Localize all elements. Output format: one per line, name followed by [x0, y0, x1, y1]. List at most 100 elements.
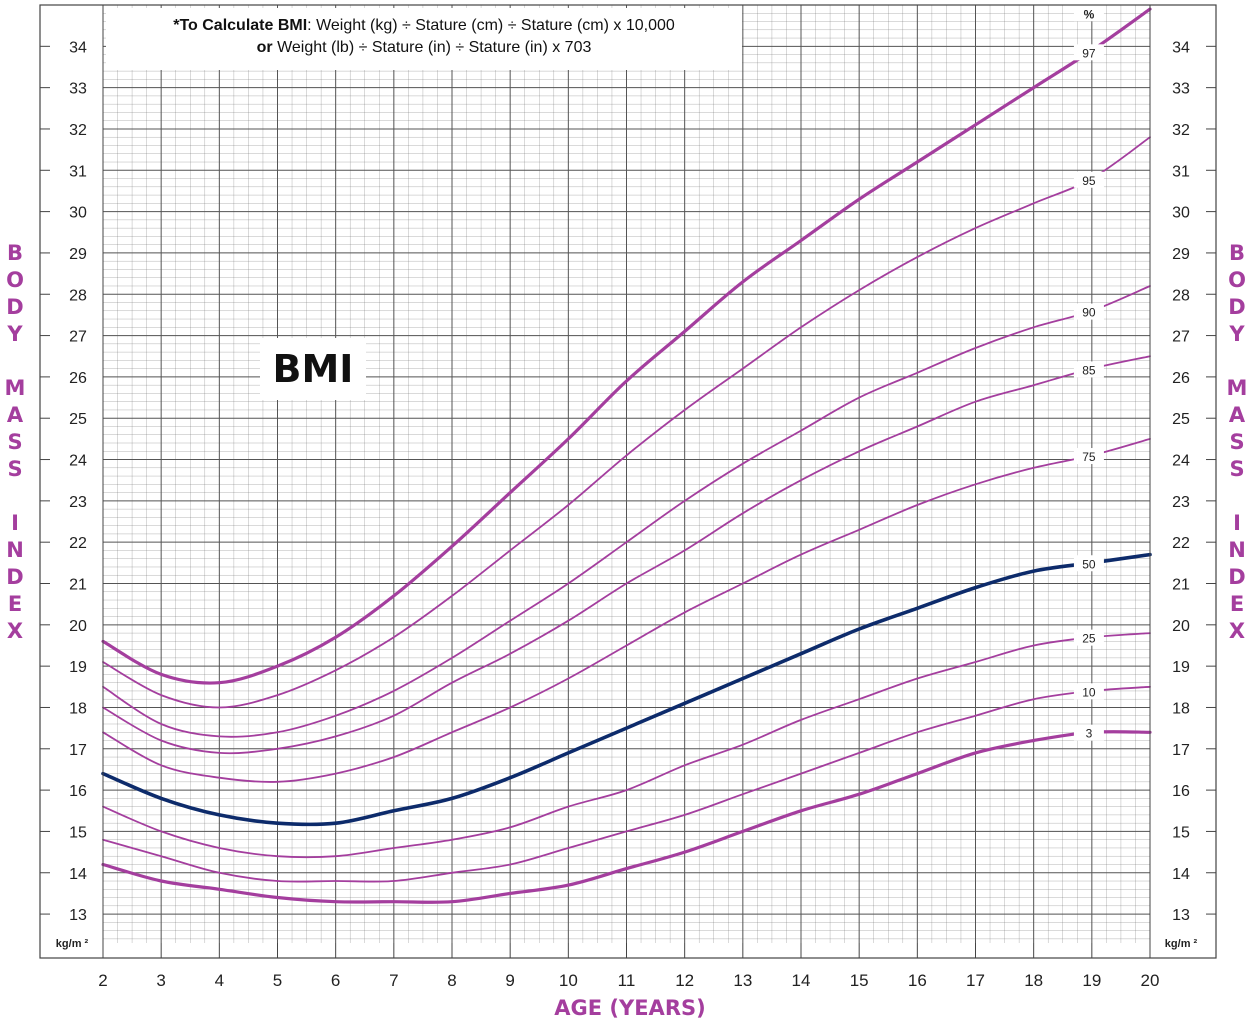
- x-tick-label: 5: [273, 971, 282, 990]
- percentile-curve-3: [101, 730, 1152, 904]
- y-tick-label-right: 33: [1172, 81, 1190, 98]
- percentile-curve-97: [101, 7, 1152, 685]
- formula-line-1-text: : Weight (kg) ÷ Stature (cm) ÷ Stature (…: [307, 17, 675, 34]
- percentile-curves: [101, 7, 1152, 904]
- percentile-header-text: %: [1084, 7, 1095, 21]
- side-label-letter: E: [7, 592, 23, 616]
- unit-label-right-text: kg/m ²: [1165, 938, 1198, 950]
- unit-label-left-bg: [44, 930, 100, 952]
- y-tick-label-left: 14: [69, 866, 87, 883]
- x-tick-label: 12: [675, 971, 694, 990]
- percentile-header-bg: [1073, 4, 1104, 22]
- side-label-letter: B: [1228, 241, 1245, 265]
- side-label-letter: X: [6, 619, 24, 643]
- y-tick-label-left: 34: [69, 39, 87, 56]
- y-tick-label-right: 27: [1172, 329, 1190, 346]
- side-label-letter: D: [6, 295, 24, 319]
- side-label-letter: N: [6, 538, 24, 562]
- y-tick-label-left: 21: [69, 577, 87, 594]
- percentile-label-text: 75: [1082, 450, 1096, 464]
- percentile-label-bg: [1073, 361, 1104, 378]
- x-tick-label: 11: [618, 971, 636, 990]
- formula-line-2: or Weight (lb) ÷ Stature (in) ÷ Stature …: [106, 37, 742, 59]
- side-label-letter: S: [1229, 457, 1245, 481]
- y-tick-label-left: 23: [69, 494, 87, 511]
- percentile-labels: 97 95 90 85 75 50 25 10 3%: [1073, 4, 1104, 741]
- percentile-label-text: 10: [1082, 685, 1096, 699]
- x-tick-label: 8: [447, 971, 456, 990]
- side-label-letter: Y: [7, 322, 23, 346]
- x-tick-label: 19: [1082, 971, 1101, 990]
- side-label-letter: M: [4, 376, 26, 400]
- y-tick-label-left: 31: [69, 163, 87, 180]
- percentile-curve-90: [102, 285, 1151, 738]
- percentile-label-bg: [1073, 629, 1104, 646]
- y-tick-label-right: 16: [1172, 783, 1190, 800]
- bmi-formula-box: *To Calculate BMI: Weight (kg) ÷ Stature…: [106, 8, 742, 70]
- side-label-letter: N: [1228, 538, 1246, 562]
- percentile-curve-25: [102, 632, 1151, 859]
- y-tick-label-left: 26: [69, 370, 87, 387]
- percentile-label-bg: [1073, 555, 1104, 572]
- y-tick-label-left: 22: [69, 535, 87, 552]
- side-label-letter: D: [6, 565, 24, 589]
- unit-label-left-text: kg/m ²: [56, 938, 89, 950]
- side-label-letter: X: [1228, 619, 1246, 643]
- percentile-label-text: 3: [1086, 727, 1093, 741]
- y-tick-label-right: 23: [1172, 494, 1190, 511]
- formula-line-1: *To Calculate BMI: Weight (kg) ÷ Stature…: [106, 15, 742, 37]
- side-label-letter: D: [1228, 565, 1246, 589]
- y-tick-label-left: 18: [69, 700, 87, 717]
- x-tick-label: 10: [559, 971, 578, 990]
- percentile-label-bg: [1073, 303, 1104, 320]
- side-label-letter: O: [6, 268, 24, 292]
- side-label-letter: B: [6, 241, 23, 265]
- percentile-label-90: 90: [1073, 303, 1104, 320]
- y-tick-label-right: 24: [1172, 453, 1190, 470]
- x-tick-label: 16: [908, 971, 927, 990]
- y-tick-label-right: 26: [1172, 370, 1190, 387]
- percentile-label-text: 50: [1082, 557, 1096, 571]
- percentile-label-85: 85: [1073, 361, 1104, 378]
- y-tick-label-right: 25: [1172, 411, 1190, 428]
- y-tick-label-right: 29: [1172, 246, 1190, 263]
- y-tick-label-right: 14: [1172, 866, 1190, 883]
- side-label-letter: Y: [1229, 322, 1245, 346]
- y-tick-label-right: 13: [1172, 907, 1190, 924]
- formula-line-1-bold: *To Calculate BMI: [173, 17, 308, 34]
- side-label-letter: M: [1226, 376, 1246, 400]
- unit-label-left: kg/m ²: [44, 930, 100, 952]
- y-tick-label-left: 19: [69, 659, 87, 676]
- formula-line-2-bold: or: [256, 39, 273, 56]
- x-tick-label: 15: [850, 971, 869, 990]
- percentile-label-bg: [1073, 683, 1104, 700]
- y-tick-label-left: 16: [69, 783, 87, 800]
- y-tick-label-left: 30: [69, 205, 87, 222]
- y-tick-label-left: 33: [69, 81, 87, 98]
- side-label-letter: A: [1228, 403, 1246, 427]
- side-label-letter: O: [1228, 268, 1246, 292]
- side-label-letter: I: [11, 511, 19, 535]
- y-tick-label-right: 17: [1172, 742, 1190, 759]
- unit-label-right-bg: [1153, 930, 1209, 952]
- side-label-letter: S: [7, 457, 23, 481]
- percentile-label-text: 90: [1082, 306, 1096, 320]
- y-tick-label-left: 25: [69, 411, 87, 428]
- side-label-letter: A: [6, 403, 24, 427]
- y-tick-label-left: 24: [69, 453, 87, 470]
- percentile-label-bg: [1073, 448, 1104, 465]
- y-tick-label-right: 22: [1172, 535, 1190, 552]
- percentile-header: %: [1073, 4, 1104, 22]
- x-tick-label: 7: [389, 971, 398, 990]
- y-tick-label-left: 13: [69, 907, 87, 924]
- y-tick-label-right: 20: [1172, 618, 1190, 635]
- percentile-curve-95: [102, 136, 1151, 709]
- x-tick-label: 6: [331, 971, 340, 990]
- x-tick-label: 18: [1024, 971, 1043, 990]
- y-tick-label-right: 15: [1172, 824, 1190, 841]
- x-tick-label: 20: [1141, 971, 1160, 990]
